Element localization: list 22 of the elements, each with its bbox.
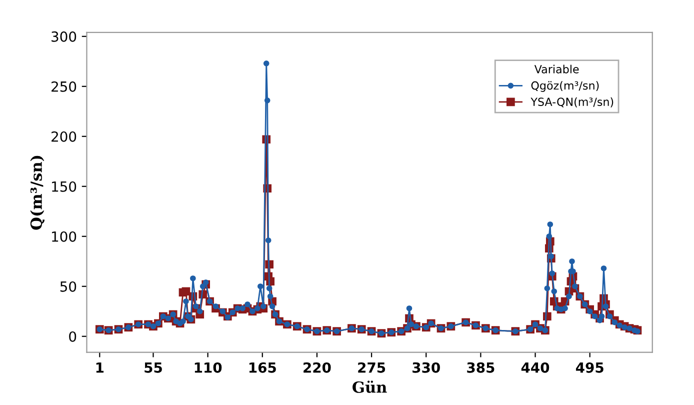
legend-label: YSA-QN(m³/sn): [530, 97, 614, 108]
x-tick-label: 110: [194, 362, 222, 373]
x-tick-label: 1: [96, 362, 104, 373]
x-tick-label: 55: [144, 362, 162, 373]
y-axis-title: Q(m³/sn): [30, 156, 45, 230]
x-tick-label: 275: [358, 362, 386, 373]
legend-label: Qgöz(m³/sn): [531, 81, 599, 92]
x-tick-label: 385: [467, 362, 494, 373]
y-tick-label: 150: [52, 181, 76, 192]
x-tick-label: 165: [249, 362, 276, 373]
y-tick-label: 250: [52, 81, 76, 92]
y-tick-label: 100: [52, 231, 76, 242]
x-tick-label: 440: [521, 362, 550, 373]
x-tick-label: 220: [304, 362, 331, 373]
y-tick-label: 300: [52, 31, 76, 42]
y-tick-label: 200: [52, 131, 76, 142]
x-tick-label: 495: [576, 362, 604, 373]
y-tick-label: 0: [69, 331, 76, 342]
legend-title: Variable: [534, 64, 579, 74]
x-axis-title: Gün: [352, 380, 387, 393]
x-tick-label: 330: [412, 362, 440, 373]
y-tick-label: 50: [60, 281, 76, 292]
